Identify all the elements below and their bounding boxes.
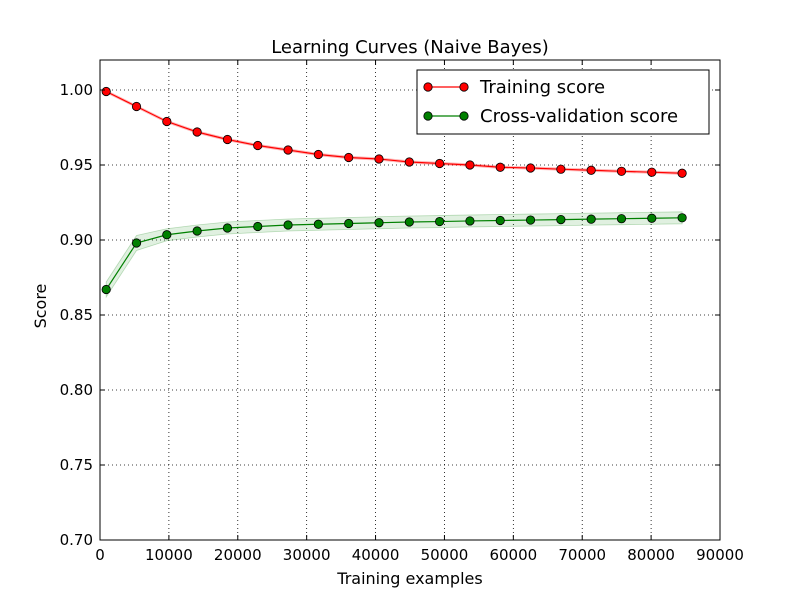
cross-validation-score-point [131, 238, 142, 248]
cross-validation-score-point [222, 223, 233, 233]
cross-validation-score-point [647, 213, 657, 223]
cross-validation-score-band [105, 211, 683, 299]
training-score-point [404, 157, 414, 167]
training-score-point [465, 160, 475, 170]
plot-area-frame [99, 59, 721, 541]
cross-validation-score-point [616, 214, 627, 224]
cross-validation-score-point [101, 284, 111, 295]
cross-validation-score-point [465, 216, 475, 226]
legend-cv-marker-left [423, 111, 433, 121]
cross-validation-score-point [404, 217, 414, 227]
x-tick-label: 0 [95, 546, 105, 564]
training-score-point [162, 116, 172, 127]
training-score-point [556, 164, 566, 174]
cross-validation-score-point [253, 221, 263, 232]
legend: Training score Cross-validation score [416, 69, 710, 135]
training-score-point [192, 127, 202, 137]
y-tick-label: 0.85 [60, 306, 93, 324]
training-score-line [105, 90, 683, 174]
legend-training-marker-left [423, 82, 433, 92]
legend-training-marker-right [459, 82, 469, 92]
x-tick-label: 10000 [145, 546, 193, 564]
x-tick-label: 50000 [421, 546, 469, 564]
cross-validation-score-line [105, 217, 683, 290]
cross-validation-score-point [374, 218, 384, 228]
training-score-point [101, 86, 111, 97]
training-score-point [677, 168, 687, 178]
training-score-point [647, 167, 657, 177]
cross-validation-score-point [677, 213, 687, 223]
cross-validation-score-point [586, 214, 596, 224]
legend-frame [416, 69, 710, 135]
training-score-point [283, 145, 293, 155]
cross-validation-score-point [283, 220, 293, 230]
y-tick-label: 1.00 [60, 81, 93, 99]
y-tick-label: 0.75 [60, 456, 93, 474]
chart-title: Learning Curves (Naive Bayes) [271, 37, 549, 58]
training-score-point [374, 154, 384, 164]
training-score-point [222, 134, 233, 145]
cross-validation-score-point [525, 215, 536, 225]
y-tick-label: 0.95 [60, 156, 93, 174]
x-tick-label: 60000 [489, 546, 537, 564]
x-axis-label: Training examples [336, 569, 482, 588]
training-score-point [586, 165, 596, 175]
cross-validation-score-point [435, 216, 445, 227]
x-tick-label: 70000 [558, 546, 606, 564]
training-score-point [253, 140, 263, 151]
cross-validation-score-point [192, 226, 202, 236]
x-tick-label: 90000 [696, 546, 744, 564]
legend-cv-marker-right [459, 111, 469, 121]
training-score-point [131, 101, 142, 112]
x-tick-label: 30000 [283, 546, 331, 564]
cross-validation-score-point [162, 230, 172, 240]
training-score-point [525, 163, 536, 173]
training-score-point [313, 149, 323, 160]
cross-validation-score-point [313, 219, 323, 229]
cross-validation-score-point [495, 215, 505, 226]
legend-cv-label: Cross-validation score [480, 106, 678, 127]
legend-training-label: Training score [479, 77, 605, 98]
training-score-point [435, 158, 445, 169]
x-tick-label: 80000 [627, 546, 675, 564]
training-score-point [616, 166, 627, 176]
y-axis-label: Score [31, 284, 50, 329]
training-score-point [344, 152, 354, 163]
y-tick-label: 0.70 [60, 531, 93, 549]
point-layer [101, 86, 687, 295]
line-layer [105, 90, 683, 290]
training-score-point [495, 162, 505, 172]
tick-layer: 0 10000 20000 30000 40000 50000 60000 70000 8000… [60, 60, 744, 564]
y-tick-label: 0.90 [60, 231, 93, 249]
cross-validation-score-point [556, 215, 566, 225]
cross-validation-score-point [344, 218, 354, 229]
y-tick-label: 0.80 [60, 381, 93, 399]
x-tick-label: 20000 [214, 546, 262, 564]
x-tick-label: 40000 [352, 546, 400, 564]
